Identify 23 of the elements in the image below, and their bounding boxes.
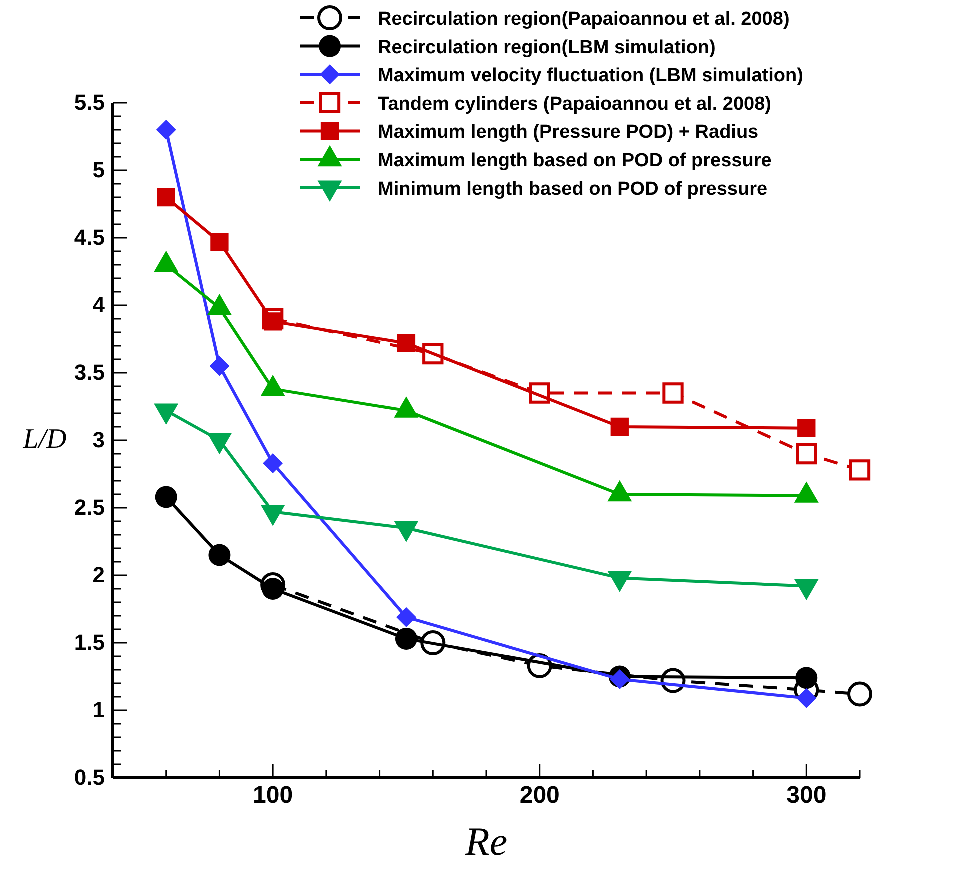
- y-tick-label: 2.5: [74, 495, 105, 520]
- y-tick-label: 5.5: [74, 90, 105, 116]
- y-tick-label: 3.5: [74, 360, 105, 386]
- y-tick-label: 0.5: [74, 765, 105, 790]
- x-axis-title: Re: [464, 819, 508, 864]
- x-tick-label: 200: [520, 782, 560, 810]
- y-tick-label: 4: [92, 292, 106, 318]
- y-tick-label: 2: [92, 562, 105, 588]
- x-tick-label: 100: [253, 782, 294, 810]
- legend-label: Maximum length based on POD of pressure: [378, 150, 772, 172]
- legend-label: Tandem cylinders (Papaioannou et al. 2008): [378, 94, 772, 115]
- y-tick-label: 1.5: [74, 630, 105, 656]
- y-tick-label: 5: [92, 158, 105, 183]
- y-tick-label: 1: [92, 698, 105, 723]
- legend-label: Recirculation region(Papaioannou et al. 2008): [378, 9, 790, 30]
- legend-label: Maximum length (Pressure POD) + Radius: [378, 122, 759, 144]
- y-tick-label: 3: [92, 428, 105, 453]
- legend-label: Maximum velocity fluctuation (LBM simulation): [378, 66, 804, 87]
- y-axis-title: L/D: [22, 424, 67, 455]
- x-tick-label: 300: [786, 782, 827, 810]
- y-tick-label: 4.5: [74, 225, 105, 250]
- legend-label: Recirculation region(LBM simulation): [378, 37, 716, 58]
- legend-label: Minimum length based on POD of pressure: [378, 178, 768, 200]
